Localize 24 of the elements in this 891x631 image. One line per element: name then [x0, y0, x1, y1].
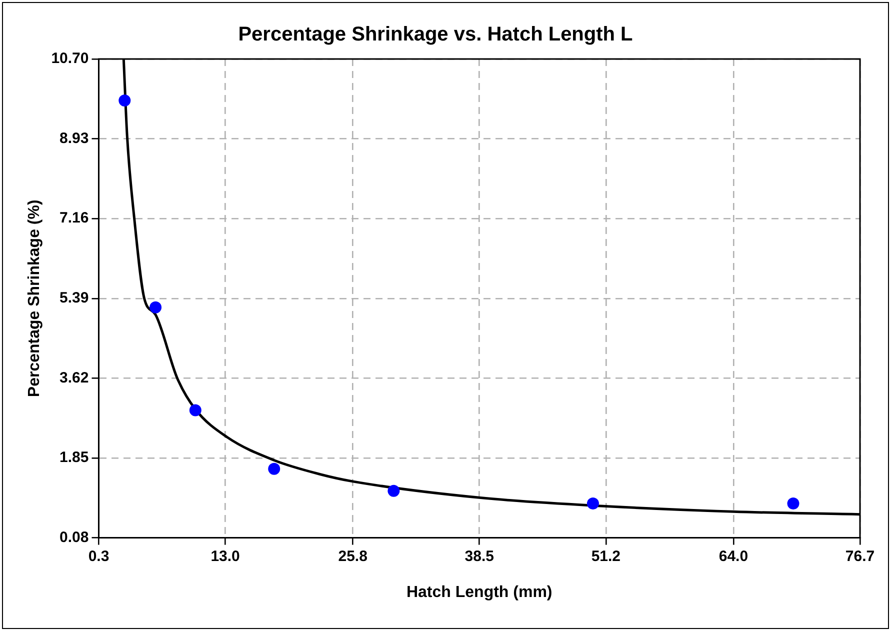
point: [189, 404, 202, 416]
y-tick-label: 10.70: [51, 50, 89, 68]
point: [268, 462, 280, 475]
y-tick-label: 8.93: [60, 130, 89, 147]
y-tick-label: 1.85: [60, 449, 89, 466]
x-tick-label: 64.0: [718, 548, 748, 565]
x-tick-label: 0.3: [88, 548, 110, 565]
x-tick-label: 38.5: [464, 548, 494, 565]
y-tick-label: 7.16: [60, 210, 89, 227]
y-tick-label: 0.08: [60, 528, 89, 546]
x-axis-title: Hatch Length (mm): [406, 584, 552, 601]
point: [150, 301, 162, 314]
y-axis-title: Percentage Shrinkage (%): [26, 200, 44, 398]
point: [118, 94, 131, 106]
point: [388, 484, 400, 497]
x-tick-label: 25.8: [338, 548, 368, 565]
x-tick-label: 76.7: [845, 548, 875, 565]
x-tick-label: 51.2: [591, 548, 621, 565]
x-tick-label: 13.0: [210, 548, 240, 565]
chart-title: Percentage Shrinkage vs. Hatch Length L: [238, 24, 633, 46]
y-tick-label: 5.39: [60, 290, 89, 307]
y-tick-label: 3.62: [60, 369, 89, 386]
point: [787, 498, 800, 510]
point: [586, 498, 599, 510]
